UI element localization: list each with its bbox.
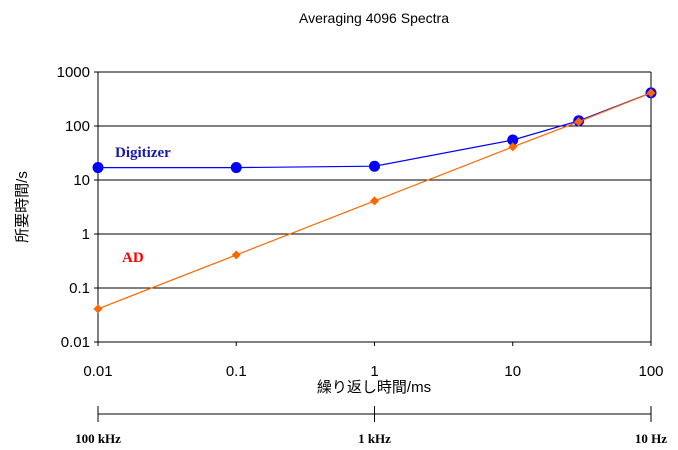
x-axis-label: 繰り返し時間/ms (317, 379, 431, 396)
y-tick-label: 1000 (57, 64, 90, 81)
frequency-tick-label: 1 kHz (358, 431, 391, 446)
x-tick-label: 0.01 (83, 363, 112, 380)
y-axis-label: 所要時間/s (14, 171, 31, 243)
series-group (92, 87, 657, 314)
frequency-tick-label: 10 Hz (635, 431, 667, 446)
gridlines (94, 71, 651, 343)
x-tick-label: 0.1 (226, 363, 247, 380)
series-line-digitizer (98, 92, 652, 169)
data-point-ad (370, 196, 379, 206)
data-point-digitizer (507, 134, 519, 146)
series-line-ad (97, 92, 652, 310)
data-point-digitizer (92, 162, 104, 174)
y-tick-labels: 1000 100 10 1 0.1 0.01 (57, 64, 90, 351)
x-tick-label: 100 (638, 363, 663, 380)
frequency-axis: 100 kHz 1 kHz 10 Hz (75, 406, 667, 446)
x-tick-labels: 0.01 0.1 1 10 100 (83, 342, 664, 380)
y-tick-label: 100 (65, 118, 90, 135)
x-tick-label: 10 (504, 363, 521, 380)
data-point-ad (93, 304, 103, 314)
series-label-ad: AD (122, 250, 144, 266)
data-point-ad (646, 88, 656, 98)
data-point-digitizer (230, 162, 242, 174)
data-point-ad (574, 117, 584, 127)
data-point-ad (231, 250, 241, 260)
x-tick-label: 1 (370, 363, 378, 380)
y-tick-label: 10 (73, 172, 90, 189)
y-tick-label: 0.01 (61, 334, 90, 351)
data-point-ad (508, 142, 518, 152)
y-tick-label: 0.1 (69, 280, 90, 297)
data-point-digitizer (369, 160, 380, 172)
series-label-digitizer: Digitizer (115, 145, 171, 161)
y-tick-label: 1 (82, 226, 90, 243)
chart-title: Averaging 4096 Spectra (299, 10, 449, 26)
frequency-tick-label: 100 kHz (75, 431, 121, 446)
